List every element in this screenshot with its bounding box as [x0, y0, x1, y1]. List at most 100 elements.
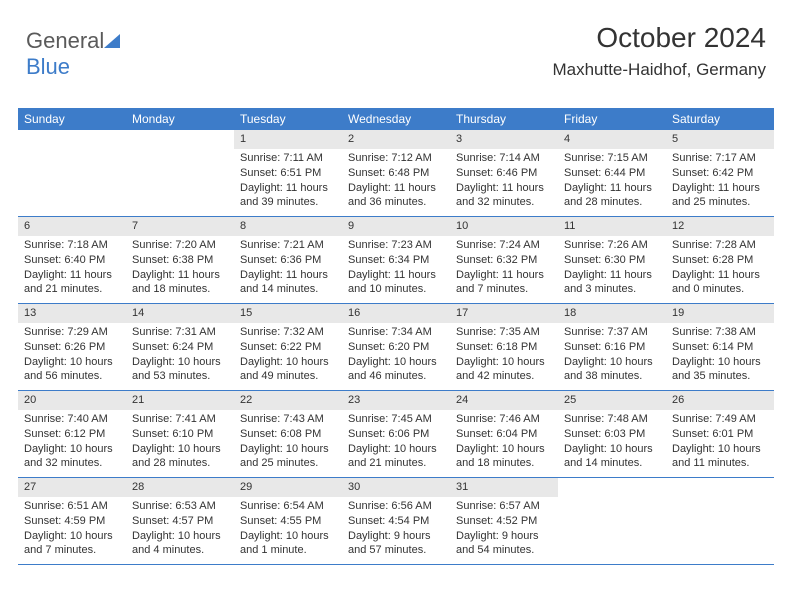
day-number: 24: [450, 391, 558, 410]
day-cell: 17Sunrise: 7:35 AMSunset: 6:18 PMDayligh…: [450, 304, 558, 390]
day-cell: 1Sunrise: 7:11 AMSunset: 6:51 PMDaylight…: [234, 130, 342, 216]
sunrise-line: Sunrise: 7:17 AM: [672, 151, 768, 166]
week-row: 6Sunrise: 7:18 AMSunset: 6:40 PMDaylight…: [18, 217, 774, 304]
day-body: Sunrise: 7:38 AMSunset: 6:14 PMDaylight:…: [666, 323, 774, 388]
sunset-line: Sunset: 6:26 PM: [24, 340, 120, 355]
day-cell: 25Sunrise: 7:48 AMSunset: 6:03 PMDayligh…: [558, 391, 666, 477]
daylight-line: Daylight: 10 hours and 7 minutes.: [24, 529, 120, 559]
sunset-line: Sunset: 6:01 PM: [672, 427, 768, 442]
daylight-line: Daylight: 10 hours and 14 minutes.: [564, 442, 660, 472]
sunrise-line: Sunrise: 7:11 AM: [240, 151, 336, 166]
day-number: 21: [126, 391, 234, 410]
day-cell: 13Sunrise: 7:29 AMSunset: 6:26 PMDayligh…: [18, 304, 126, 390]
day-cell: 7Sunrise: 7:20 AMSunset: 6:38 PMDaylight…: [126, 217, 234, 303]
day-body: Sunrise: 7:41 AMSunset: 6:10 PMDaylight:…: [126, 410, 234, 475]
day-body: Sunrise: 6:56 AMSunset: 4:54 PMDaylight:…: [342, 497, 450, 562]
day-body: Sunrise: 7:20 AMSunset: 6:38 PMDaylight:…: [126, 236, 234, 301]
day-header-cell: Tuesday: [234, 108, 342, 130]
daylight-line: Daylight: 11 hours and 10 minutes.: [348, 268, 444, 298]
sunset-line: Sunset: 6:36 PM: [240, 253, 336, 268]
day-number: 3: [450, 130, 558, 149]
day-body: Sunrise: 7:23 AMSunset: 6:34 PMDaylight:…: [342, 236, 450, 301]
sunset-line: Sunset: 6:22 PM: [240, 340, 336, 355]
day-cell: 20Sunrise: 7:40 AMSunset: 6:12 PMDayligh…: [18, 391, 126, 477]
daylight-line: Daylight: 9 hours and 57 minutes.: [348, 529, 444, 559]
day-cell: 31Sunrise: 6:57 AMSunset: 4:52 PMDayligh…: [450, 478, 558, 564]
day-body: Sunrise: 7:11 AMSunset: 6:51 PMDaylight:…: [234, 149, 342, 214]
sunrise-line: Sunrise: 7:24 AM: [456, 238, 552, 253]
sunrise-line: Sunrise: 6:57 AM: [456, 499, 552, 514]
sunset-line: Sunset: 6:10 PM: [132, 427, 228, 442]
day-cell: 11Sunrise: 7:26 AMSunset: 6:30 PMDayligh…: [558, 217, 666, 303]
week-row: 1Sunrise: 7:11 AMSunset: 6:51 PMDaylight…: [18, 130, 774, 217]
day-number: 13: [18, 304, 126, 323]
sunrise-line: Sunrise: 7:38 AM: [672, 325, 768, 340]
day-cell: 22Sunrise: 7:43 AMSunset: 6:08 PMDayligh…: [234, 391, 342, 477]
daylight-line: Daylight: 11 hours and 18 minutes.: [132, 268, 228, 298]
day-body: Sunrise: 7:34 AMSunset: 6:20 PMDaylight:…: [342, 323, 450, 388]
sunrise-line: Sunrise: 6:54 AM: [240, 499, 336, 514]
sunrise-line: Sunrise: 7:14 AM: [456, 151, 552, 166]
sunrise-line: Sunrise: 7:26 AM: [564, 238, 660, 253]
daylight-line: Daylight: 10 hours and 49 minutes.: [240, 355, 336, 385]
sunrise-line: Sunrise: 6:53 AM: [132, 499, 228, 514]
calendar: SundayMondayTuesdayWednesdayThursdayFrid…: [18, 108, 774, 565]
day-body: Sunrise: 7:35 AMSunset: 6:18 PMDaylight:…: [450, 323, 558, 388]
sunrise-line: Sunrise: 7:32 AM: [240, 325, 336, 340]
sunrise-line: Sunrise: 7:46 AM: [456, 412, 552, 427]
day-cell: [18, 130, 126, 216]
daylight-line: Daylight: 10 hours and 28 minutes.: [132, 442, 228, 472]
sunset-line: Sunset: 6:04 PM: [456, 427, 552, 442]
day-number: 27: [18, 478, 126, 497]
daylight-line: Daylight: 11 hours and 3 minutes.: [564, 268, 660, 298]
logo-text-a: General: [26, 28, 104, 53]
day-body: Sunrise: 7:43 AMSunset: 6:08 PMDaylight:…: [234, 410, 342, 475]
day-header-cell: Friday: [558, 108, 666, 130]
sunrise-line: Sunrise: 7:49 AM: [672, 412, 768, 427]
daylight-line: Daylight: 11 hours and 14 minutes.: [240, 268, 336, 298]
sunset-line: Sunset: 6:40 PM: [24, 253, 120, 268]
sunrise-line: Sunrise: 6:56 AM: [348, 499, 444, 514]
day-cell: 4Sunrise: 7:15 AMSunset: 6:44 PMDaylight…: [558, 130, 666, 216]
sunrise-line: Sunrise: 7:43 AM: [240, 412, 336, 427]
day-cell: 18Sunrise: 7:37 AMSunset: 6:16 PMDayligh…: [558, 304, 666, 390]
day-cell: 26Sunrise: 7:49 AMSunset: 6:01 PMDayligh…: [666, 391, 774, 477]
day-body: Sunrise: 7:49 AMSunset: 6:01 PMDaylight:…: [666, 410, 774, 475]
day-number: 25: [558, 391, 666, 410]
week-row: 27Sunrise: 6:51 AMSunset: 4:59 PMDayligh…: [18, 478, 774, 565]
day-body: Sunrise: 7:24 AMSunset: 6:32 PMDaylight:…: [450, 236, 558, 301]
sunrise-line: Sunrise: 7:41 AM: [132, 412, 228, 427]
day-cell: 10Sunrise: 7:24 AMSunset: 6:32 PMDayligh…: [450, 217, 558, 303]
sunrise-line: Sunrise: 7:40 AM: [24, 412, 120, 427]
day-header-cell: Saturday: [666, 108, 774, 130]
day-cell: 27Sunrise: 6:51 AMSunset: 4:59 PMDayligh…: [18, 478, 126, 564]
weeks-container: 1Sunrise: 7:11 AMSunset: 6:51 PMDaylight…: [18, 130, 774, 565]
day-cell: 8Sunrise: 7:21 AMSunset: 6:36 PMDaylight…: [234, 217, 342, 303]
day-number: 17: [450, 304, 558, 323]
day-body: Sunrise: 7:17 AMSunset: 6:42 PMDaylight:…: [666, 149, 774, 214]
day-number: 9: [342, 217, 450, 236]
month-title: October 2024: [552, 22, 766, 54]
daylight-line: Daylight: 11 hours and 39 minutes.: [240, 181, 336, 211]
day-cell: 24Sunrise: 7:46 AMSunset: 6:04 PMDayligh…: [450, 391, 558, 477]
sunset-line: Sunset: 6:24 PM: [132, 340, 228, 355]
day-body: Sunrise: 7:18 AMSunset: 6:40 PMDaylight:…: [18, 236, 126, 301]
daylight-line: Daylight: 10 hours and 11 minutes.: [672, 442, 768, 472]
daylight-line: Daylight: 11 hours and 7 minutes.: [456, 268, 552, 298]
daylight-line: Daylight: 10 hours and 21 minutes.: [348, 442, 444, 472]
day-header-cell: Thursday: [450, 108, 558, 130]
daylight-line: Daylight: 11 hours and 36 minutes.: [348, 181, 444, 211]
sunset-line: Sunset: 6:46 PM: [456, 166, 552, 181]
day-cell: 30Sunrise: 6:56 AMSunset: 4:54 PMDayligh…: [342, 478, 450, 564]
day-body: Sunrise: 7:40 AMSunset: 6:12 PMDaylight:…: [18, 410, 126, 475]
sunset-line: Sunset: 6:32 PM: [456, 253, 552, 268]
day-number: 31: [450, 478, 558, 497]
sunset-line: Sunset: 6:28 PM: [672, 253, 768, 268]
day-cell: [126, 130, 234, 216]
day-body: Sunrise: 7:31 AMSunset: 6:24 PMDaylight:…: [126, 323, 234, 388]
sunset-line: Sunset: 6:30 PM: [564, 253, 660, 268]
sunset-line: Sunset: 6:16 PM: [564, 340, 660, 355]
sunrise-line: Sunrise: 7:20 AM: [132, 238, 228, 253]
day-body: Sunrise: 7:45 AMSunset: 6:06 PMDaylight:…: [342, 410, 450, 475]
day-header-cell: Wednesday: [342, 108, 450, 130]
